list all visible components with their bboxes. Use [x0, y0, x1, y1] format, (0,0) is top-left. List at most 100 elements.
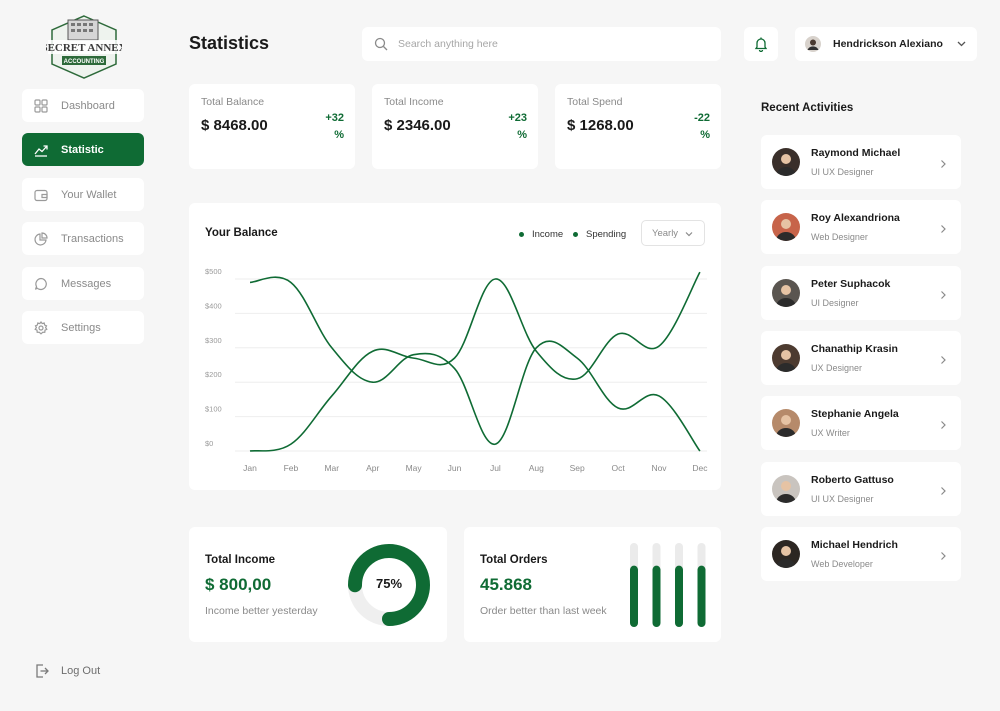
- sidebar-item-label: Statistic: [61, 143, 104, 156]
- avatar: [772, 474, 800, 503]
- bar-fill: [675, 565, 683, 627]
- trend-chart-icon: [34, 143, 48, 157]
- stat-delta: +32 %: [325, 112, 344, 141]
- search-bar[interactable]: [362, 27, 721, 61]
- activity-item[interactable]: Stephanie Angela UX Writer: [761, 396, 961, 451]
- notifications-button[interactable]: [744, 27, 778, 61]
- sidebar-item-statistic[interactable]: Statistic: [22, 133, 144, 166]
- series-line-spending: [249, 271, 701, 452]
- card-subtitle: Order better than last week: [480, 605, 607, 617]
- logout-button[interactable]: Log Out: [34, 660, 100, 682]
- bar-fill: [652, 565, 661, 627]
- chat-bubble-icon: [34, 277, 48, 291]
- user-name: Hendrickson Alexiano: [833, 38, 943, 50]
- stat-label: Total Spend: [567, 96, 623, 108]
- x-tick-label: Jul: [490, 463, 501, 473]
- balance-line-chart: $0 $100 $200 $300 $400 $500 Jan Feb Mar Apr May Jun…: [205, 267, 708, 473]
- stat-card-total-balance: Total Balance $ 8468.00 +32 %: [189, 84, 355, 169]
- activity-name: Roy Alexandriona: [811, 212, 900, 225]
- period-value: Yearly: [652, 227, 679, 239]
- total-orders-card: Total Orders 45.868 Order better than la…: [464, 527, 721, 642]
- stat-delta: -22 %: [694, 112, 710, 141]
- sidebar-item-wallet[interactable]: Your Wallet: [22, 178, 144, 211]
- legend-item-income: Income: [519, 229, 563, 240]
- x-tick-label: Dec: [692, 463, 708, 473]
- page-title: Statistics: [189, 33, 270, 53]
- activity-name: Raymond Michael: [811, 147, 901, 159]
- series-line-income: [249, 276, 701, 452]
- activity-name: Roberto Gattuso: [811, 473, 894, 486]
- activity-item[interactable]: Michael Hendrich Web Developer: [761, 526, 961, 581]
- svg-text:ACCOUNTING: ACCOUNTING: [64, 59, 105, 65]
- x-tick-label: May: [406, 463, 423, 473]
- stat-card-total-income: Total Income $ 2346.00 +23 %: [372, 84, 538, 169]
- activity-role: Web Designer: [811, 232, 868, 243]
- x-tick-label: Jun: [448, 463, 462, 473]
- bell-icon: [753, 36, 769, 52]
- avatar: [772, 409, 800, 438]
- legend-dot: [519, 232, 524, 237]
- activity-name: Peter Suphacok: [811, 277, 891, 290]
- avatar: [805, 36, 821, 52]
- pie-chart-icon: [34, 231, 48, 246]
- avatar: [772, 343, 800, 372]
- stat-card-total-spend: Total Spend $ 1268.00 -22 %: [555, 84, 721, 169]
- stat-value: $ 8468.00: [201, 117, 268, 134]
- sidebar-item-label: Messages: [61, 277, 112, 290]
- x-tick-label: Jan: [243, 463, 257, 473]
- activity-role: UI Designer: [811, 297, 859, 308]
- chevron-right-icon: [938, 483, 948, 501]
- legend-label: Spending: [586, 229, 627, 240]
- sidebar-item-label: Settings: [61, 321, 101, 334]
- activity-name: Michael Hendrich: [811, 538, 898, 551]
- x-tick-label: Nov: [651, 463, 667, 473]
- sidebar-item-messages[interactable]: Messages: [22, 267, 144, 300]
- x-tick-label: Feb: [284, 463, 299, 473]
- search-input[interactable]: [398, 38, 698, 50]
- activity-item[interactable]: Peter Suphacok UI Designer: [761, 265, 961, 320]
- x-tick-label: Apr: [366, 463, 379, 473]
- x-tick-label: Aug: [529, 463, 544, 473]
- grid-icon: [34, 98, 48, 113]
- sidebar-item-settings[interactable]: Settings: [22, 311, 144, 344]
- stat-value: $ 2346.00: [384, 117, 451, 134]
- progress-percent: 75%: [375, 576, 403, 591]
- avatar: [772, 213, 800, 242]
- avatar: [772, 148, 800, 176]
- activity-role: UI UX Designer: [811, 493, 874, 504]
- company-logo: SECRET ANNEX ACCOUNTING: [41, 14, 127, 80]
- activity-item[interactable]: Roy Alexandriona Web Designer: [761, 200, 961, 255]
- y-tick-label: $400: [205, 301, 222, 310]
- card-value: 45.868: [480, 575, 532, 594]
- period-select[interactable]: Yearly: [641, 220, 705, 246]
- sidebar-item-dashboard[interactable]: Dashboard: [22, 89, 144, 122]
- activity-role: UX Writer: [811, 428, 850, 439]
- income-progress-ring: [348, 544, 430, 626]
- orders-bar-gauges: [630, 543, 706, 627]
- y-tick-label: $500: [205, 267, 222, 276]
- sidebar-item-label: Transactions: [61, 232, 124, 245]
- search-icon: [374, 37, 388, 51]
- activity-item[interactable]: Roberto Gattuso UI UX Designer: [761, 461, 961, 516]
- user-menu[interactable]: Hendrickson Alexiano: [795, 27, 977, 61]
- stat-label: Total Balance: [201, 96, 265, 108]
- avatar: [772, 539, 800, 568]
- card-title: Total Orders: [480, 554, 548, 566]
- bar-fill: [630, 565, 638, 627]
- activity-name: Stephanie Angela: [811, 408, 899, 421]
- logout-icon: [34, 663, 50, 679]
- activity-role: UX Designer: [811, 362, 863, 373]
- x-tick-label: Oct: [611, 463, 625, 473]
- sidebar-item-label: Dashboard: [61, 99, 115, 112]
- gear-icon: [34, 320, 48, 335]
- activity-item[interactable]: Chanathip Krasin UX Designer: [761, 330, 961, 385]
- x-tick-label: Sep: [570, 463, 585, 473]
- activity-item[interactable]: Raymond Michael UI UX Designer: [761, 135, 961, 189]
- legend-dot: [573, 232, 578, 237]
- recent-activities-title: Recent Activities: [761, 102, 854, 114]
- chevron-right-icon: [938, 221, 948, 239]
- progress-fill: [348, 544, 430, 626]
- legend-item-spending: Spending: [573, 229, 626, 240]
- avatar: [772, 278, 800, 307]
- sidebar-item-transactions[interactable]: Transactions: [22, 222, 144, 255]
